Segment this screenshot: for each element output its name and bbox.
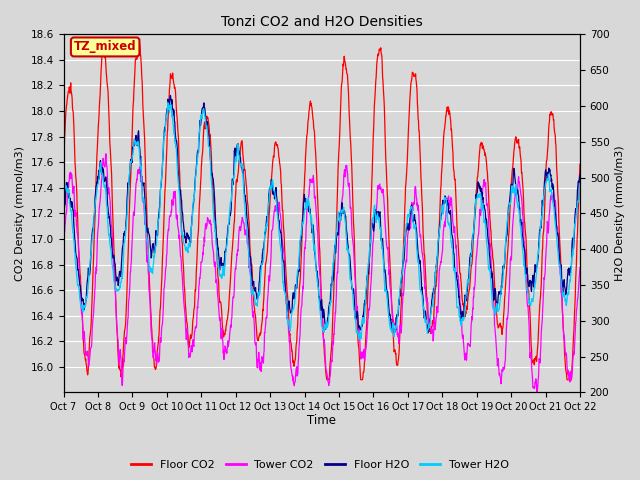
- Floor H2O: [233, 148, 241, 154]
- X-axis label: Time: Time: [307, 414, 336, 427]
- Floor CO2: [175, 146, 182, 152]
- Tower H2O: [470, 227, 477, 232]
- Tower CO2: [402, 259, 410, 265]
- Tower CO2: [175, 229, 182, 235]
- Title: Tonzi CO2 and H2O Densities: Tonzi CO2 and H2O Densities: [221, 15, 422, 29]
- Tower H2O: [175, 182, 182, 188]
- Y-axis label: H2O Density (mmol/m3): H2O Density (mmol/m3): [615, 145, 625, 281]
- Floor CO2: [403, 176, 410, 181]
- Line: Tower H2O: Tower H2O: [63, 103, 580, 339]
- Floor H2O: [403, 227, 410, 233]
- Floor CO2: [576, 161, 584, 167]
- Tower CO2: [533, 390, 541, 396]
- Floor H2O: [470, 227, 477, 232]
- Floor H2O: [175, 174, 182, 180]
- Legend: Floor CO2, Tower CO2, Floor H2O, Tower H2O: Floor CO2, Tower CO2, Floor H2O, Tower H…: [126, 456, 514, 474]
- Floor CO2: [233, 177, 241, 182]
- Floor CO2: [60, 163, 67, 168]
- Floor CO2: [163, 161, 170, 167]
- Tower CO2: [576, 265, 584, 271]
- Tower CO2: [163, 263, 170, 269]
- Floor H2O: [166, 93, 174, 98]
- Tower CO2: [515, 180, 523, 185]
- Text: TZ_mixed: TZ_mixed: [74, 40, 136, 53]
- Tower H2O: [164, 100, 172, 106]
- Floor H2O: [515, 206, 523, 212]
- Floor H2O: [576, 172, 584, 178]
- Line: Floor H2O: Floor H2O: [63, 96, 580, 334]
- Tower CO2: [233, 258, 241, 264]
- Tower H2O: [355, 336, 363, 342]
- Tower CO2: [102, 151, 109, 156]
- Line: Floor CO2: Floor CO2: [63, 41, 580, 380]
- Tower H2O: [515, 212, 523, 217]
- Tower CO2: [470, 294, 477, 300]
- Floor H2O: [390, 331, 397, 336]
- Floor H2O: [60, 206, 67, 212]
- Floor CO2: [515, 145, 523, 151]
- Floor H2O: [162, 117, 170, 123]
- Floor CO2: [470, 227, 477, 233]
- Tower H2O: [60, 192, 67, 197]
- Floor CO2: [323, 377, 331, 383]
- Tower H2O: [403, 221, 410, 227]
- Floor CO2: [136, 38, 143, 44]
- Y-axis label: CO2 Density (mmol/m3): CO2 Density (mmol/m3): [15, 146, 25, 281]
- Tower H2O: [576, 180, 584, 186]
- Tower H2O: [162, 117, 170, 122]
- Tower H2O: [233, 159, 241, 165]
- Tower CO2: [60, 238, 67, 244]
- Line: Tower CO2: Tower CO2: [63, 154, 580, 393]
